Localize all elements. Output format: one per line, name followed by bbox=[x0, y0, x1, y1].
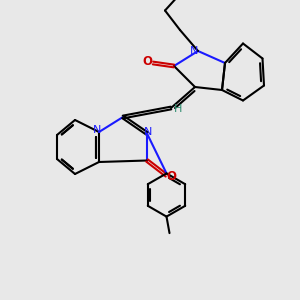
Text: N: N bbox=[144, 127, 153, 137]
Text: O: O bbox=[166, 170, 176, 184]
Text: H: H bbox=[174, 104, 183, 115]
Text: N: N bbox=[93, 125, 102, 135]
Text: N: N bbox=[190, 46, 199, 56]
Text: O: O bbox=[142, 55, 153, 68]
